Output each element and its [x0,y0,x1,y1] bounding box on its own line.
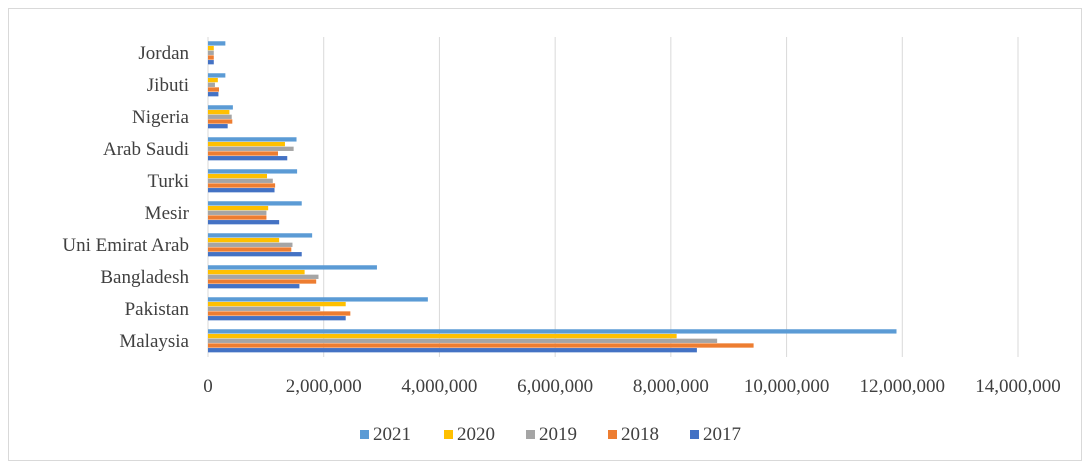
bar-2019-bangladesh [208,274,319,279]
bar-2018-mesir [208,215,267,220]
category-label: Pakistan [125,299,190,320]
bar-2021-pakistan [208,297,428,302]
category-label: Uni Emirat Arab [62,235,189,256]
bar-2017-arab-saudi [208,156,288,161]
chart-frame [8,8,1082,461]
x-tick-label: 0 [203,376,213,397]
x-tick-label: 4,000,000 [401,376,477,397]
x-tick-label: 14,000,000 [975,376,1061,397]
bar-2017-malaysia [208,348,697,353]
bar-2020-nigeria [208,109,230,115]
category-label: Jibuti [147,75,189,96]
bar-2019-arab-saudi [208,146,294,151]
category-label: Arab Saudi [103,139,189,160]
bar-2018-arab-saudi [208,151,279,156]
category-label: Turki [147,171,189,192]
bar-2021-bangladesh [208,265,377,270]
bar-2020-turki [208,173,268,179]
bar-2020-jordan [208,45,214,51]
x-tick-label: 10,000,000 [744,376,830,397]
category-label: Bangladesh [100,267,189,288]
category-label: Mesir [145,203,190,224]
legend-label: 2020 [457,424,495,445]
bar-2018-jordan [208,55,214,60]
bar-2018-bangladesh [208,279,317,284]
bar-2018-nigeria [208,119,233,124]
bar-2021-malaysia [208,329,897,334]
bar-2019-turki [208,178,273,183]
legend-swatch [526,430,535,439]
legend-swatch [360,430,369,439]
x-tick-label: 6,000,000 [517,376,593,397]
x-tick-labels: 0 2,000,000 4,000,000 6,000,000 8,000,000 10,… [203,376,1061,397]
bar-2018-pakistan [208,311,351,316]
bar-2019-uni-emirat-arab [208,242,293,247]
legend-label: 2021 [373,424,411,445]
legend-label: 2018 [621,424,659,445]
bar-2017-jibuti [208,92,219,97]
bar-2019-pakistan [208,306,321,311]
category-label: Malaysia [119,331,189,352]
x-tick-label: 12,000,000 [860,376,946,397]
bar-2021-mesir [208,201,302,206]
bar-2018-turki [208,183,276,188]
bar-2017-jordan [208,60,214,65]
legend: 2021 2020 2019 2018 2017 [360,424,741,445]
legend-swatch [444,430,453,439]
category-label: Nigeria [132,107,190,128]
bar-2017-turki [208,188,275,193]
category-labels: Malaysia Pakistan Bangladesh Uni Emirat Ara… [62,43,189,352]
x-tick-label: 2,000,000 [286,376,362,397]
bar-2020-jibuti [208,77,218,83]
bar-2018-jibuti [208,87,219,92]
bar-2021-arab-saudi [208,137,297,142]
bar-2020-uni-emirat-arab [208,237,280,243]
bar-2021-turki [208,169,298,174]
bars [208,41,897,353]
bar-2017-pakistan [208,316,346,321]
bar-2020-bangladesh [208,269,305,275]
bar-2020-mesir [208,205,269,211]
legend-label: 2017 [703,424,741,445]
bar-2020-malaysia [208,333,677,339]
legend-swatch [608,430,617,439]
bar-2017-bangladesh [208,284,300,289]
bar-2021-jordan [208,41,226,46]
x-tick-label: 8,000,000 [633,376,709,397]
bar-2019-jibuti [208,82,215,87]
bar-2017-uni-emirat-arab [208,252,302,257]
category-label: Jordan [138,43,189,64]
bar-2019-mesir [208,210,267,215]
bar-2021-nigeria [208,105,233,110]
bar-2017-nigeria [208,124,228,129]
bar-2021-jibuti [208,73,226,78]
bar-2018-malaysia [208,343,754,348]
bar-2021-uni-emirat-arab [208,233,313,238]
legend-swatch [690,430,699,439]
bar-2018-uni-emirat-arab [208,247,292,252]
legend-label: 2019 [539,424,577,445]
bar-2020-pakistan [208,301,346,307]
gridlines [207,37,1019,357]
bar-2019-nigeria [208,114,232,119]
bar-2017-mesir [208,220,280,225]
bar-2019-jordan [208,50,214,55]
bar-2020-arab-saudi [208,141,285,147]
bar-2019-malaysia [208,338,718,343]
